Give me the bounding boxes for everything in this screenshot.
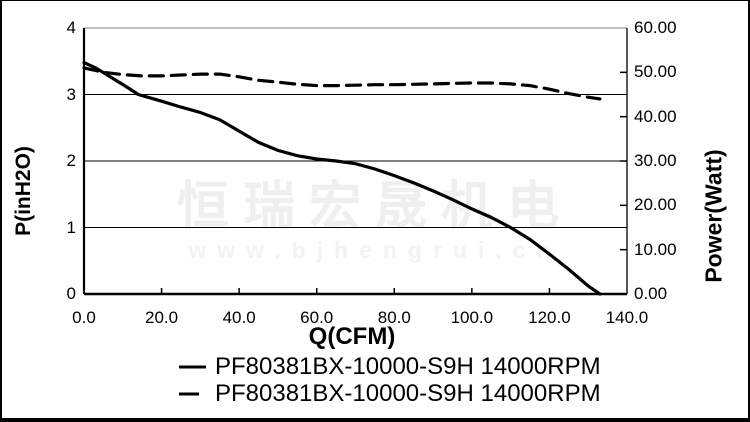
curve-solid-inH2O bbox=[82, 61, 602, 296]
legend-item-pressure-curve: PF80381BX-10000-S9H 14000RPM bbox=[178, 353, 601, 380]
legend-swatch-solid-line bbox=[179, 365, 206, 368]
watermark-website-text: www.bjhengrui.cn bbox=[188, 237, 562, 263]
x-axis-label-flow: Q(CFM) bbox=[308, 323, 396, 350]
legend: PF80381BX-10000-S9H 14000RPM PF80381BX-1… bbox=[178, 353, 601, 407]
y-axis-label-pressure: P(inH2O) bbox=[12, 146, 35, 236]
watermark-chinese-text: 恒瑞宏晟机电 bbox=[176, 178, 573, 236]
y-axis-label-power: Power(Watt) bbox=[700, 149, 727, 283]
plot-area bbox=[82, 27, 628, 296]
legend-swatch-dashed-line bbox=[179, 392, 199, 395]
curve-dashed-Watt bbox=[82, 66, 602, 101]
legend-label-power: PF80381BX-10000-S9H 14000RPM bbox=[215, 379, 601, 407]
legend-label-pressure: PF80381BX-10000-S9H 14000RPM bbox=[215, 352, 601, 380]
legend-item-power-curve: PF80381BX-10000-S9H 14000RPM bbox=[178, 380, 601, 407]
